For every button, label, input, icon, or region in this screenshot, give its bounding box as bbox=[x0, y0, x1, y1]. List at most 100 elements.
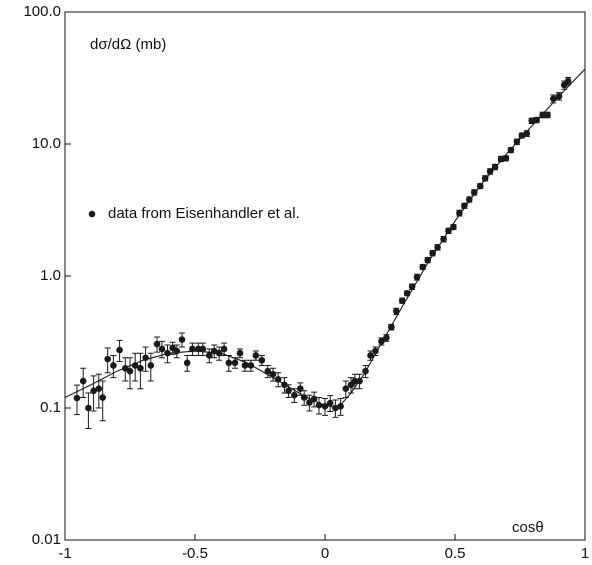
data-point bbox=[291, 391, 298, 399]
data-point bbox=[269, 371, 277, 378]
data-point bbox=[300, 394, 308, 401]
data-point bbox=[274, 375, 282, 383]
data-point bbox=[356, 377, 363, 385]
data-point bbox=[445, 227, 452, 235]
data-point bbox=[466, 196, 473, 203]
data-point bbox=[502, 154, 510, 162]
data-point bbox=[147, 362, 155, 369]
x-axis-label: cosθ bbox=[512, 519, 544, 536]
plot-frame bbox=[64, 11, 586, 541]
data-point bbox=[137, 364, 144, 372]
data-point bbox=[555, 92, 563, 100]
data-point bbox=[513, 138, 521, 146]
data-point bbox=[413, 273, 421, 281]
data-point bbox=[491, 163, 499, 171]
data-point bbox=[424, 256, 432, 264]
data-point bbox=[264, 367, 272, 375]
data-point bbox=[236, 349, 244, 357]
data-point bbox=[285, 387, 292, 395]
x-tick-label: -1 bbox=[58, 545, 71, 562]
data-point bbox=[79, 377, 87, 385]
data-point bbox=[220, 345, 228, 353]
error-bar bbox=[99, 380, 106, 422]
data-point bbox=[367, 352, 374, 359]
data-point bbox=[383, 334, 390, 342]
x-tick-label: 1 bbox=[581, 545, 589, 562]
y-tick-label: 1.0 bbox=[40, 267, 61, 284]
data-point bbox=[189, 345, 196, 353]
data-point bbox=[210, 347, 218, 355]
y-tick-label: 0.01 bbox=[32, 531, 61, 548]
data-point bbox=[85, 404, 92, 412]
data-point bbox=[470, 189, 478, 196]
data-point bbox=[332, 404, 339, 412]
data-point bbox=[231, 359, 239, 367]
data-point bbox=[378, 338, 385, 345]
y-tick-label: 10.0 bbox=[32, 135, 61, 152]
y-tick-label: 0.1 bbox=[40, 399, 61, 416]
data-point bbox=[372, 347, 379, 355]
data-point bbox=[544, 111, 551, 119]
data-point bbox=[450, 223, 457, 231]
data-point bbox=[419, 263, 427, 271]
legend-label: data from Eisenhandler et al. bbox=[108, 205, 300, 222]
data-point bbox=[326, 399, 334, 407]
data-point bbox=[258, 356, 266, 364]
data-point bbox=[73, 394, 81, 402]
legend-marker bbox=[88, 210, 96, 218]
data-point bbox=[518, 132, 526, 139]
data-point bbox=[252, 352, 260, 359]
data-point bbox=[403, 289, 411, 297]
data-point bbox=[310, 395, 318, 403]
data-point bbox=[321, 403, 329, 410]
data-point bbox=[110, 362, 117, 369]
data-point bbox=[342, 385, 350, 393]
data-point bbox=[564, 77, 572, 85]
y-tick-label: 100.0 bbox=[23, 3, 61, 20]
data-point bbox=[539, 111, 546, 119]
data-point bbox=[337, 403, 344, 410]
data-point bbox=[90, 387, 97, 395]
data-point bbox=[461, 202, 468, 210]
data-point bbox=[225, 359, 233, 367]
data-point bbox=[507, 146, 515, 154]
data-point bbox=[315, 401, 323, 409]
data-point bbox=[153, 340, 161, 348]
data-point bbox=[388, 323, 395, 331]
data-point bbox=[95, 385, 103, 393]
x-tick-label: 0 bbox=[321, 545, 329, 562]
data-point bbox=[497, 155, 505, 163]
data-point bbox=[206, 352, 213, 359]
data-point bbox=[158, 345, 166, 353]
data-point bbox=[247, 362, 255, 369]
data-point bbox=[281, 381, 288, 389]
data-point bbox=[351, 377, 359, 385]
data-point bbox=[183, 359, 191, 367]
data-point bbox=[199, 345, 207, 353]
data-point bbox=[429, 249, 436, 257]
data-point bbox=[533, 116, 540, 124]
data-point bbox=[104, 355, 111, 363]
data-point bbox=[241, 362, 249, 369]
x-tick-label: -0.5 bbox=[182, 545, 208, 562]
data-point bbox=[173, 347, 181, 355]
data-point bbox=[486, 168, 494, 175]
data-point bbox=[528, 117, 535, 125]
data-point bbox=[362, 367, 369, 375]
data-point bbox=[481, 174, 489, 182]
data-point bbox=[131, 362, 139, 369]
data-point bbox=[434, 243, 441, 251]
data-point bbox=[126, 367, 134, 375]
data-point bbox=[549, 95, 557, 103]
data-point bbox=[523, 130, 531, 137]
y-axis-label: dσ/dΩ (mb) bbox=[90, 36, 166, 53]
data-point bbox=[456, 209, 463, 217]
data-point bbox=[178, 336, 186, 343]
x-tick-label: 0.5 bbox=[445, 545, 466, 562]
data-point bbox=[440, 235, 447, 243]
data-point bbox=[142, 354, 149, 362]
data-point bbox=[164, 349, 171, 357]
data-point bbox=[306, 399, 313, 406]
data-point bbox=[476, 182, 484, 190]
